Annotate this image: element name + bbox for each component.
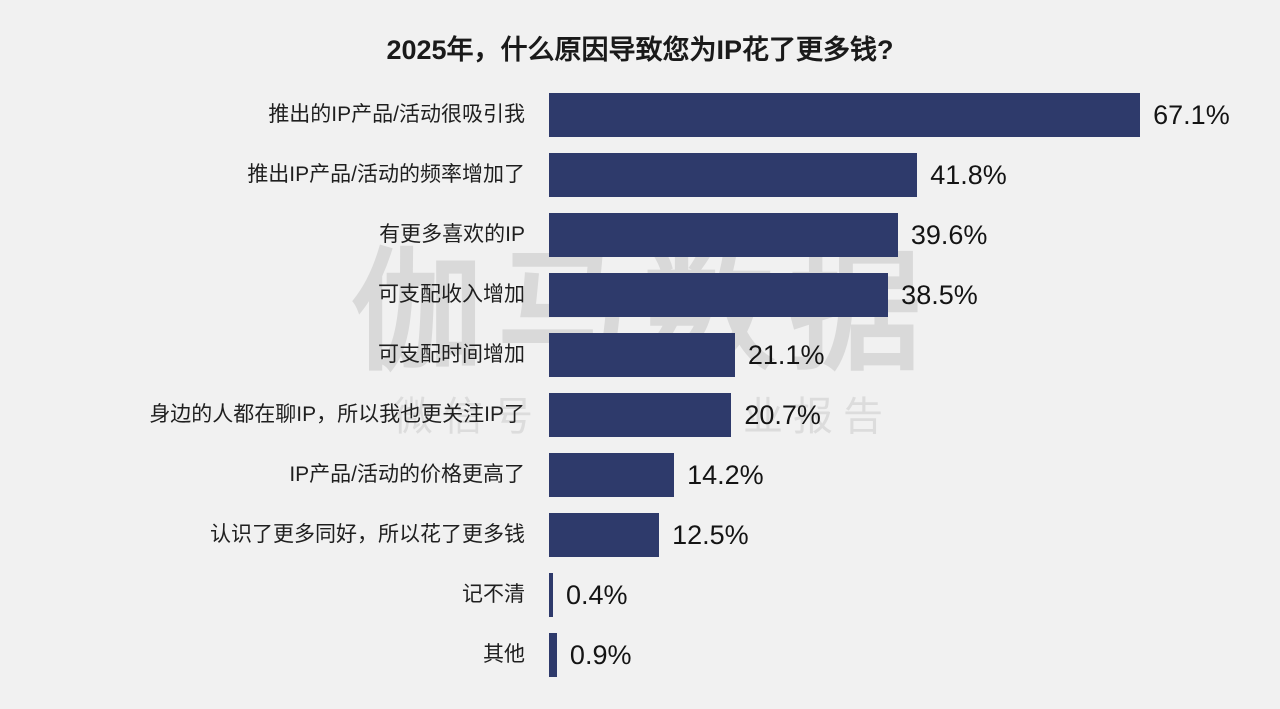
- bar: [549, 633, 557, 677]
- bar-value-label: 39.6%: [910, 220, 988, 250]
- bar-row: IP产品/活动的价格更高了 14.2%: [0, 445, 1280, 505]
- bar-category-label: 有更多喜欢的IP: [379, 223, 525, 246]
- bar-value-label: 20.7%: [744, 400, 821, 430]
- bar-row: 可支配收入增加 38.5%: [0, 265, 1280, 325]
- bar-value-label: 21.1%: [747, 340, 825, 370]
- bar-row: 其他 0.9%: [0, 625, 1280, 685]
- bar: [549, 453, 675, 497]
- bar-row: 可支配时间增加 21.1%: [0, 325, 1280, 385]
- bar-category-label: 可支配时间增加: [378, 343, 525, 366]
- bar-row: 身边的人都在聊IP，所以我也更关注IP了 20.7%: [0, 385, 1280, 445]
- bar-category-label: 其他: [483, 643, 525, 666]
- bar: [549, 93, 1141, 137]
- bar-category-label: 记不清: [462, 583, 525, 606]
- bar-track: 21.1%: [549, 333, 824, 377]
- bar-value-label: 14.2%: [687, 460, 764, 490]
- bar-track: 14.2%: [549, 453, 764, 497]
- bar: [549, 273, 889, 317]
- bar-track: 39.6%: [549, 213, 987, 257]
- bar-track: 67.1%: [549, 93, 1230, 137]
- bar-category-label: IP产品/活动的价格更高了: [289, 463, 525, 486]
- bar: [549, 333, 735, 377]
- bar: [549, 153, 918, 197]
- bar-row: 推出IP产品/活动的频率增加了 41.8%: [0, 145, 1280, 205]
- bar-track: 41.8%: [549, 153, 1007, 197]
- bar-track: 20.7%: [549, 393, 821, 437]
- bar-category-label: 推出IP产品/活动的频率增加了: [247, 163, 525, 186]
- bar-value-label: 38.5%: [901, 280, 978, 310]
- bar-track: 0.9%: [549, 633, 631, 677]
- bar-row: 有更多喜欢的IP 39.6%: [0, 205, 1280, 265]
- bar-value-label: 0.4%: [566, 580, 628, 610]
- bar-category-label: 认识了更多同好，所以花了更多钱: [210, 523, 525, 546]
- bar: [549, 213, 898, 257]
- bar-value-label: 41.8%: [930, 160, 1007, 190]
- bar-track: 12.5%: [549, 513, 749, 557]
- bar-category-label: 可支配收入增加: [378, 283, 525, 306]
- bar-value-label: 0.9%: [569, 640, 632, 670]
- bar: [549, 513, 660, 557]
- bar-track: 0.4%: [549, 573, 628, 617]
- bar-category-label: 身边的人都在聊IP，所以我也更关注IP了: [149, 403, 525, 426]
- bar: [549, 393, 732, 437]
- bar-category-label: 推出的IP产品/活动很吸引我: [268, 103, 525, 126]
- bar-row: 推出的IP产品/活动很吸引我 67.1%: [0, 85, 1280, 145]
- bar: [549, 573, 553, 617]
- bar-row: 记不清 0.4%: [0, 565, 1280, 625]
- bar-value-label: 67.1%: [1153, 100, 1230, 130]
- bar-track: 38.5%: [549, 273, 978, 317]
- plot-area: 推出的IP产品/活动很吸引我 67.1% 推出IP产品/活动的频率增加了 41.8% 有…: [0, 85, 1280, 695]
- bar-value-label: 12.5%: [672, 520, 749, 550]
- chart-title: 2025年，什么原因导致您为IP花了更多钱?: [386, 35, 894, 65]
- bar-row: 认识了更多同好，所以花了更多钱 12.5%: [0, 505, 1280, 565]
